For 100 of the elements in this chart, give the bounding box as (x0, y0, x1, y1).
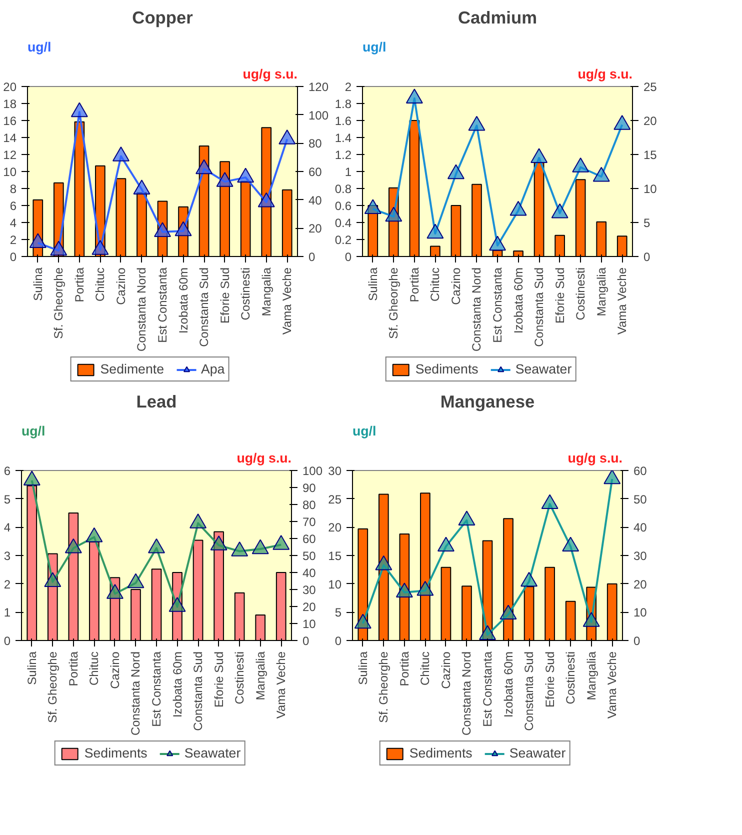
y-tick-label: 1 (4, 606, 11, 620)
x-tick-label: Mangalia (253, 651, 268, 700)
x-tick-label: Sulina (356, 651, 370, 685)
y2-tick-label: 0 (302, 634, 310, 648)
x-tick-label: Izobata 60m (511, 267, 526, 334)
x-tick-label: Constanta Sud (197, 268, 212, 347)
point (551, 203, 568, 218)
y-tick-label: 0.4 (334, 216, 352, 230)
point (375, 555, 392, 570)
x-tick-label: Izobata 60m (170, 651, 184, 718)
x-tick-label: Vama Veche (280, 267, 294, 335)
x-tick-label: Est Constanta (156, 267, 170, 343)
x-tick-label: Cazino (438, 651, 453, 689)
y2-axis-title: ug/g s.u. (236, 450, 292, 466)
x-tick-label: Izobata 60m (176, 267, 190, 334)
point (500, 604, 517, 620)
y-tick-label: 1.8 (334, 97, 352, 111)
y2-tick-label: 40 (634, 520, 648, 535)
y-tick-label: 6 (10, 199, 17, 213)
x-tick-label: Vama Veche (274, 651, 288, 719)
x-tick-label: Costinesti (232, 652, 247, 704)
point (237, 168, 254, 183)
x-tick-label: Sulina (366, 267, 380, 301)
point (582, 612, 600, 627)
y-tick-label: 1.6 (334, 114, 352, 128)
point (385, 206, 402, 222)
x-tick-label: Eforie Sud (218, 267, 232, 324)
y-tick-label: 0 (344, 250, 352, 264)
point (154, 222, 171, 237)
point (447, 164, 464, 180)
y2-tick-label: 10 (302, 617, 316, 631)
y-tick-label: 18 (3, 97, 17, 111)
x-tick-label: Chituc (93, 268, 108, 302)
x-tick-label: Constanta Nord (460, 652, 474, 736)
y2-tick-label: 40 (302, 566, 316, 580)
legend-label: Sedimente (100, 362, 164, 376)
point (406, 88, 423, 104)
y-axis-title: ug/l (28, 40, 52, 54)
point (216, 172, 234, 187)
y2-tick-label: 15 (644, 148, 658, 162)
point (530, 148, 548, 164)
x-tick-label: Sf. Gheorghe (376, 651, 391, 723)
y2-tick-label: 5 (644, 216, 650, 230)
y-tick-label: 14 (3, 131, 17, 145)
y2-tick-label: 20 (302, 600, 316, 614)
y-tick-label: 15 (328, 549, 342, 563)
point (168, 597, 186, 612)
point (231, 542, 248, 556)
y-tick-label: 1.4 (334, 131, 352, 145)
y2-tick-label: 10 (634, 606, 648, 620)
point (127, 573, 144, 588)
point (354, 614, 372, 629)
point (614, 115, 631, 130)
legend-label: Apa (201, 362, 225, 376)
x-tick-label: Sf. Gheorghe (46, 651, 60, 723)
y-tick-label: 10 (3, 165, 17, 179)
legend-label: Seawater (184, 746, 241, 760)
point (489, 236, 506, 251)
point (479, 625, 496, 640)
point (86, 527, 103, 542)
point (572, 158, 590, 172)
point (174, 221, 192, 236)
legend-label: Seawater (509, 746, 566, 760)
x-tick-label: Sf. Gheorghe (386, 267, 401, 339)
point (426, 224, 444, 239)
y-tick-label: 0.8 (334, 182, 352, 196)
y-axis-title: ug/l (22, 424, 46, 438)
x-tick-label: Portita (66, 651, 80, 686)
y-tick-label: 0 (334, 634, 342, 648)
point (196, 159, 213, 174)
y-tick-label: 3 (4, 549, 11, 563)
point (44, 572, 62, 587)
y2-tick-label: 50 (634, 492, 648, 506)
point (106, 584, 124, 599)
point (70, 102, 88, 118)
y2-tick-label: 10 (644, 182, 658, 196)
y2-tick-label: 90 (302, 481, 316, 495)
y2-axis-title: ug/g s.u. (578, 66, 633, 82)
x-tick-label: Portita (397, 651, 412, 686)
y-tick-label: 2 (10, 233, 17, 247)
y-tick-label: 0.2 (334, 233, 352, 247)
point (278, 129, 296, 144)
y2-tick-label: 30 (634, 549, 648, 563)
x-tick-label: Est Constanta (490, 267, 504, 343)
y2-tick-label: 100 (302, 464, 323, 478)
legend-label: Sediments (415, 362, 478, 376)
y2-tick-label: 80 (302, 498, 316, 512)
y-tick-label: 16 (3, 114, 17, 128)
y2-tick-label: 80 (308, 136, 322, 151)
x-tick-label: Eforie Sud (542, 651, 557, 708)
point (520, 572, 538, 587)
y-tick-label: 20 (328, 520, 342, 535)
y2-tick-label: 40 (308, 193, 322, 208)
chart-title: Manganese (440, 392, 536, 412)
point (604, 470, 621, 484)
x-tick-label: Constanta Sud (532, 268, 546, 347)
point (210, 536, 228, 550)
x-tick-label: Mangalia (584, 651, 598, 700)
y2-axis-title: ug/g s.u. (242, 66, 298, 82)
y-tick-label: 5 (334, 606, 342, 620)
